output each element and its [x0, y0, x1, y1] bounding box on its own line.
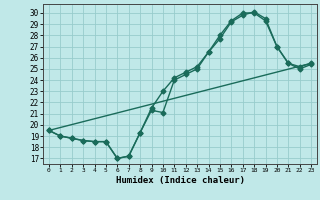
X-axis label: Humidex (Indice chaleur): Humidex (Indice chaleur)	[116, 176, 244, 185]
